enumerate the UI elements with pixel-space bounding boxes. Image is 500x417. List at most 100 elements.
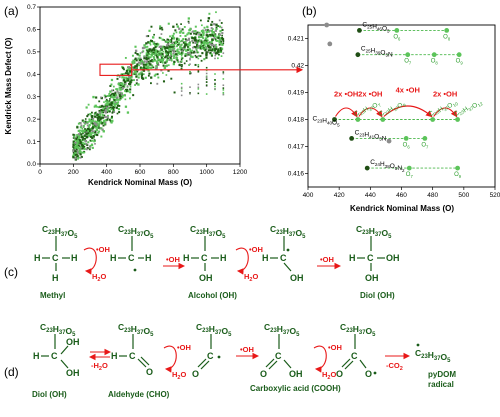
scatter-point-a <box>202 41 205 45</box>
oh-arrow-label-b: 2x •OH <box>358 90 382 99</box>
scatter-point-a <box>103 116 106 119</box>
scatter-point-a <box>188 38 190 41</box>
scatter-point-a <box>113 111 116 113</box>
scatter-point-a <box>148 41 151 45</box>
scatter-point-a <box>222 40 225 42</box>
scatter-point-a <box>150 25 153 28</box>
scatter-point-a <box>75 152 78 156</box>
scatter-point-a <box>142 63 145 66</box>
scatter-point-a <box>116 98 119 101</box>
scatter-point-a <box>218 39 221 42</box>
gray-point-b <box>327 41 333 47</box>
x-tick-label-b: 460 <box>396 192 407 199</box>
scatter-point-a <box>204 48 207 52</box>
scatter-point-a <box>122 84 125 87</box>
y-tick-label-b: 0.417 <box>288 144 305 151</box>
scatter-point-a <box>196 47 199 49</box>
reaction-scheme-c: C23H37O5 C H H H Methyl •OH H2O C23H37O5… <box>34 224 400 300</box>
scatter-point-a <box>180 46 183 49</box>
scatter-point-a <box>110 83 113 86</box>
scatter-point-a <box>87 132 90 135</box>
scatter-point-a <box>198 54 201 57</box>
scatter-point-a <box>138 58 141 62</box>
svg-text:H: H <box>33 351 40 361</box>
scatter-point-a <box>123 73 125 75</box>
scatter-point-a <box>91 118 93 121</box>
scatter-point-a <box>87 125 90 128</box>
scatter-point-a <box>211 42 214 45</box>
scatter-point-a <box>179 46 182 49</box>
oxygen-label-b: O6 <box>403 142 411 149</box>
scatter-point-a <box>173 60 176 64</box>
scatter-point-a <box>172 52 175 55</box>
scatter-point-a <box>189 72 191 75</box>
scatter-point-a <box>118 94 122 98</box>
scatter-point-a <box>131 70 134 73</box>
scatter-point-a <box>222 78 225 80</box>
scatter-point-a <box>158 51 160 54</box>
scatter-point-a <box>134 49 138 52</box>
series-name-b: C24H38O5N2 <box>370 159 405 173</box>
scatter-point-a <box>134 57 137 60</box>
scatter-point-a <box>124 56 127 59</box>
scatter-point-a <box>145 35 148 38</box>
scatter-point-a <box>165 44 168 47</box>
scatter-point-a <box>209 41 212 44</box>
scatter-point-a <box>126 111 130 114</box>
scatter-point-a <box>218 53 220 56</box>
scatter-point-a <box>137 57 140 60</box>
scatter-point-a <box>221 34 223 37</box>
scatter-point-a <box>143 67 146 69</box>
scatter-point-a <box>141 60 143 62</box>
scatter-point-a <box>213 51 216 54</box>
scatter-point-a <box>108 110 111 113</box>
scatter-point-a <box>201 52 204 55</box>
scatter-point-a <box>121 95 124 98</box>
scatter-point-a <box>205 81 208 83</box>
svg-text:C23H37O5: C23H37O5 <box>190 224 226 240</box>
panel-label-b: (b) <box>302 4 317 18</box>
scatter-point-a <box>159 59 162 62</box>
scatter-point-a <box>81 151 84 154</box>
scatter-point-a <box>100 127 103 130</box>
scatter-point-a <box>74 150 76 152</box>
scatter-point-a <box>120 93 123 96</box>
scatter-point-a <box>81 138 84 141</box>
scatter-point-a <box>106 115 109 119</box>
scatter-point-a <box>90 139 93 142</box>
scatter-point-a <box>179 52 182 56</box>
scatter-point-a <box>155 49 158 52</box>
scatter-point-a <box>107 109 110 112</box>
scatter-point-a <box>166 54 169 57</box>
scatter-point-a <box>167 39 170 41</box>
scatter-point-a <box>79 126 82 129</box>
scatter-point-a <box>109 90 112 93</box>
scatter-point-a <box>102 124 105 127</box>
scatter-point-a <box>178 39 180 42</box>
scatter-point-a <box>104 121 107 124</box>
scatter-point-a <box>205 54 208 57</box>
scatter-point-a <box>198 31 201 34</box>
scatter-point-a <box>173 41 176 44</box>
scatter-point-a <box>147 52 151 56</box>
scatter-point-a <box>183 47 186 50</box>
scatter-point-a <box>118 86 121 89</box>
scatter-point-a <box>214 83 216 85</box>
scatter-point-a <box>149 43 152 46</box>
scatter-point-a <box>197 70 200 73</box>
scatter-point-a <box>83 147 86 150</box>
scatter-point-a <box>87 103 90 106</box>
scatter-point-a <box>205 76 208 79</box>
scatter-point-a <box>186 48 189 52</box>
scatter-point-a <box>222 52 225 54</box>
scatter-point-a <box>73 135 76 138</box>
scatter-point-a <box>168 47 171 50</box>
scatter-point-a <box>217 34 220 37</box>
scatter-point-a <box>195 33 198 36</box>
scatter-point-a <box>72 151 75 154</box>
scatter-point-a <box>118 83 121 87</box>
scatter-point-a <box>77 136 80 139</box>
scatter-point-a <box>200 46 204 49</box>
scatter-point-a <box>215 45 218 49</box>
scatter-point-a <box>216 36 219 39</box>
